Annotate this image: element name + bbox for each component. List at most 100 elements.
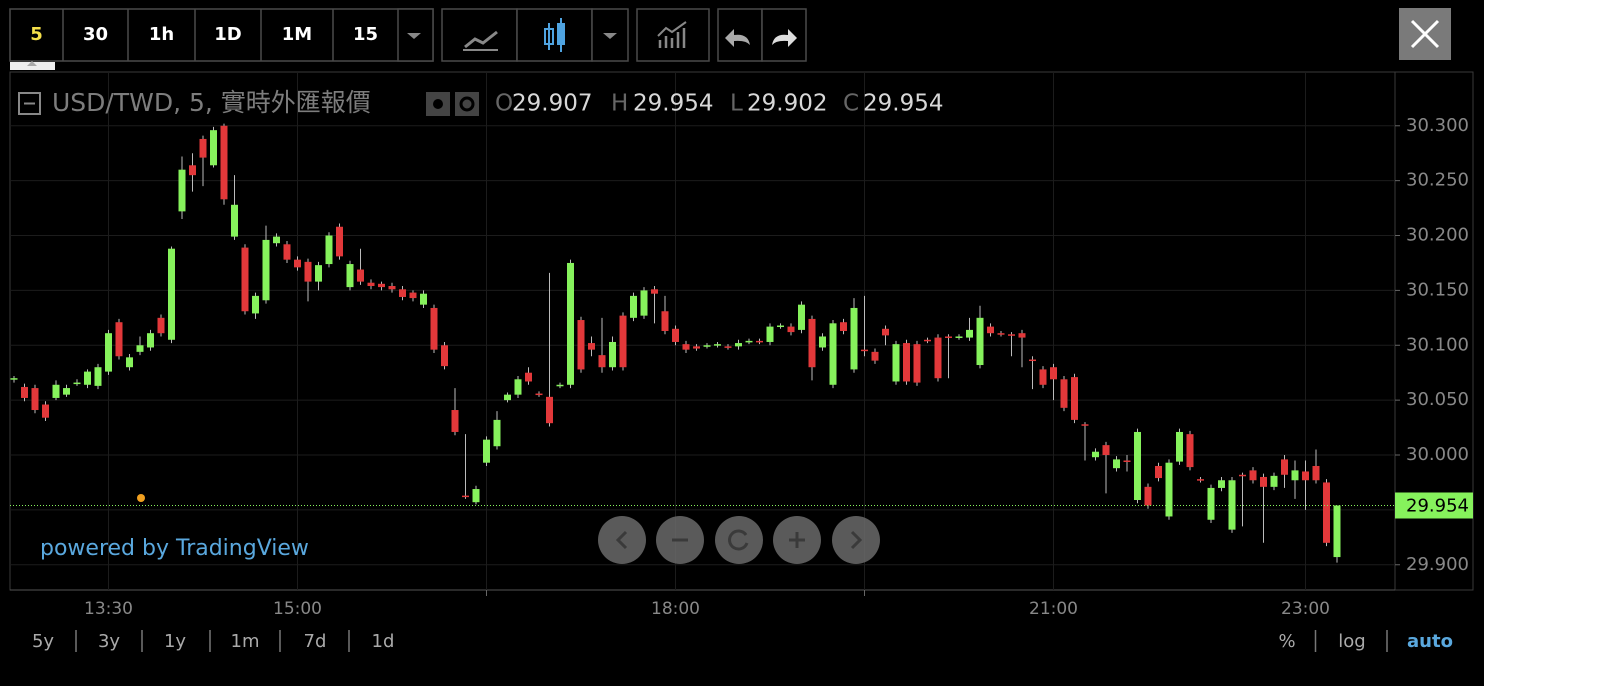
interval-button[interactable]: 15 — [353, 24, 378, 45]
gear — [459, 96, 475, 112]
bottom-bar: 5y 3y 1y 1m 7d 1d% log auto — [32, 630, 1453, 652]
line-chart-button[interactable] — [441, 8, 518, 62]
candle-body — [168, 248, 175, 340]
candle-body — [651, 289, 658, 294]
candle-body — [136, 345, 144, 352]
y-tick-label: 30.300 — [1406, 115, 1469, 136]
candle-body — [735, 343, 742, 347]
candle-body — [525, 372, 532, 382]
interval-button[interactable]: 1D — [214, 24, 241, 45]
candle-body — [462, 495, 469, 498]
candle-body — [262, 239, 270, 301]
undo-icon — [725, 29, 750, 47]
candle-body — [546, 396, 553, 424]
dropdown-arrow — [603, 33, 617, 39]
candle-body — [63, 388, 70, 395]
range-button[interactable]: 1d — [372, 631, 395, 652]
candle-body — [1312, 465, 1320, 481]
scale-button[interactable]: % — [1278, 631, 1295, 652]
candle-body — [1165, 462, 1173, 517]
watermark: powered by TradingView — [40, 536, 309, 561]
candle-body — [1197, 479, 1204, 481]
settings-icon[interactable] — [455, 92, 479, 116]
candle-body — [766, 326, 774, 342]
reset[interactable] — [715, 516, 763, 564]
candle-body — [556, 384, 564, 387]
candle-body — [441, 345, 448, 367]
candle-body — [1228, 480, 1236, 530]
scale-button[interactable]: auto — [1407, 631, 1453, 652]
collapse-icon[interactable] — [18, 92, 41, 115]
interval-button[interactable]: 5 — [30, 24, 43, 45]
candle-body — [220, 125, 228, 200]
ohlc-legend: O29.907 H 29.954 L 29.902 C 29.954 — [495, 91, 943, 117]
x-tick-label: 21:00 — [1029, 599, 1078, 619]
candle-body — [598, 355, 606, 368]
candle-body — [1060, 379, 1068, 408]
candle-body — [1134, 431, 1141, 501]
interval-button[interactable]: 1M — [282, 24, 312, 45]
candle-chart-button[interactable] — [516, 8, 593, 62]
candle-body — [640, 290, 648, 316]
candle-body — [126, 357, 133, 368]
candle-body — [42, 404, 49, 418]
y-tick-label: 30.050 — [1406, 389, 1469, 410]
range-button[interactable]: 1y — [164, 631, 186, 652]
undo-button[interactable] — [717, 8, 763, 62]
candle-body — [903, 343, 910, 382]
candle-body — [84, 371, 91, 385]
indicators-icon — [657, 21, 687, 48]
range-button[interactable]: 1m — [231, 631, 260, 652]
toolbar: 5 30 1h 1D 1M 15 — [9, 8, 1451, 70]
candle-body — [1155, 465, 1162, 479]
scroll-right[interactable] — [832, 516, 880, 564]
candle-body — [630, 295, 637, 318]
candle-body — [231, 204, 238, 237]
range-button[interactable]: 3y — [98, 631, 120, 652]
candle-body — [1218, 480, 1225, 488]
candle-body — [315, 265, 322, 282]
candle-body — [94, 367, 102, 386]
candle-body — [829, 323, 837, 385]
last-price-box — [1395, 492, 1473, 519]
legend-key: L — [730, 91, 743, 117]
interval-button[interactable]: 1h — [149, 24, 174, 45]
candle-body — [777, 325, 784, 328]
candle-body — [1281, 459, 1288, 475]
candle-body — [147, 333, 154, 348]
range-button[interactable]: 5y — [32, 631, 54, 652]
candle-body — [1260, 476, 1267, 487]
candle-body — [850, 307, 858, 370]
x-tick-label: 23:00 — [1281, 599, 1330, 619]
candle-body — [1333, 505, 1341, 558]
candle-body — [1144, 486, 1152, 506]
candle-body — [861, 349, 868, 352]
candle-body — [934, 337, 942, 379]
candle-body — [693, 346, 700, 349]
candle-body — [409, 292, 417, 299]
scroll-left[interactable] — [598, 516, 646, 564]
candle-body — [1176, 431, 1183, 462]
candle-body — [115, 322, 123, 357]
candle-body — [399, 289, 406, 297]
indicators-button[interactable] — [636, 8, 710, 62]
candle-body — [955, 336, 963, 338]
scale-button[interactable]: log — [1338, 631, 1365, 652]
candle-body — [714, 344, 721, 346]
candle-body — [1302, 471, 1309, 481]
redo-icon — [772, 29, 797, 47]
active-caret — [27, 61, 37, 66]
dropdown-arrow — [407, 33, 421, 39]
candle-body — [325, 235, 333, 265]
range-button[interactable]: 7d — [304, 631, 327, 652]
candle-body — [493, 419, 501, 447]
x-tick-label: 15:00 — [273, 599, 322, 619]
candle-body — [283, 244, 291, 260]
interval-button[interactable]: 30 — [83, 24, 108, 45]
candle-body — [1291, 470, 1299, 481]
candle-body — [241, 247, 249, 312]
candle-body — [1113, 459, 1120, 469]
candle-body — [672, 328, 679, 342]
y-tick-label: 30.200 — [1406, 225, 1469, 246]
